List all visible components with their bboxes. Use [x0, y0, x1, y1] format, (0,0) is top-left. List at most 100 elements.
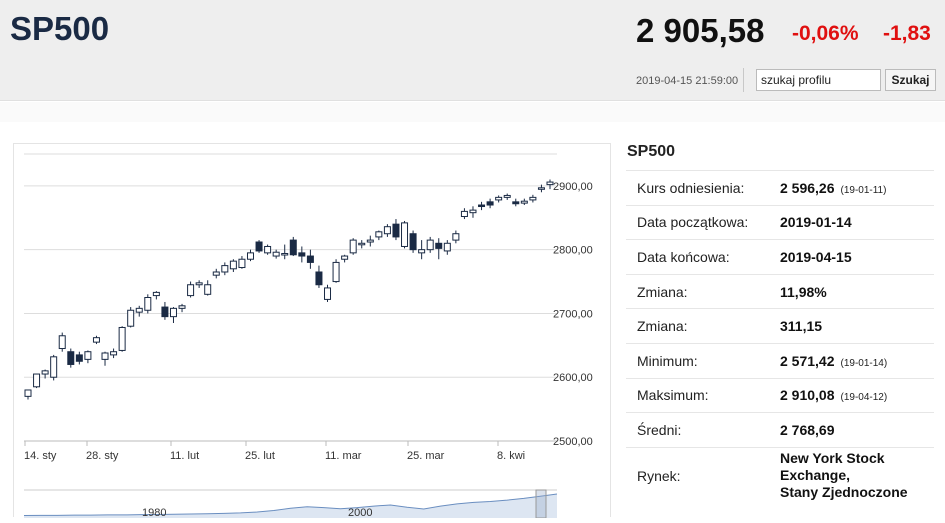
candle[interactable]: [118, 326, 126, 352]
stat-label: Zmiana:: [637, 283, 688, 300]
candle[interactable]: [161, 301, 169, 320]
candle[interactable]: [460, 208, 468, 220]
candle[interactable]: [238, 256, 246, 269]
stat-label: Zmiana:: [637, 318, 688, 335]
x-tick-label: 11. mar: [325, 450, 362, 462]
stat-label: Kurs odniesienia:: [637, 179, 745, 196]
panel-title: SP500: [627, 143, 676, 160]
x-tick-label: 25. lut: [245, 450, 275, 462]
candle[interactable]: [84, 350, 92, 364]
stat-label: Minimum:: [637, 352, 698, 369]
candle[interactable]: [392, 219, 400, 241]
price-chart[interactable]: 2900,00 2800,00 2700,00 2600,00 2500,00 14. …: [13, 143, 612, 519]
stat-value: 11,98%: [780, 284, 827, 300]
candle[interactable]: [375, 230, 383, 241]
candle[interactable]: [478, 201, 486, 211]
candle[interactable]: [195, 280, 203, 288]
candle[interactable]: [178, 303, 186, 313]
stat-row: Kurs odniesienia: 2 596,26 (19-01-11): [626, 170, 934, 205]
market-label: Rynek:: [637, 467, 681, 484]
candle[interactable]: [409, 230, 417, 253]
candle[interactable]: [204, 280, 212, 296]
y-tick-label: 2600,00: [553, 372, 593, 384]
candle[interactable]: [152, 291, 160, 300]
candlestick-chart[interactable]: 2900,00 2800,00 2700,00 2600,00 2500,00 14. …: [14, 144, 612, 519]
navigator-line: [23, 493, 558, 517]
quote-timestamp: 2019-04-15 21:59:00: [636, 75, 739, 87]
candle[interactable]: [33, 373, 41, 389]
candle[interactable]: [75, 351, 83, 365]
change-absolute: -1,83: [883, 22, 931, 45]
candle[interactable]: [135, 305, 143, 317]
candle[interactable]: [401, 220, 409, 249]
candle[interactable]: [324, 284, 332, 302]
stat-value-text: 311,15: [780, 318, 823, 335]
candle[interactable]: [221, 262, 229, 276]
candle[interactable]: [110, 348, 118, 359]
candle[interactable]: [315, 265, 323, 288]
x-tick-label: 25. mar: [407, 450, 445, 462]
stat-value-text: 2 910,08: [780, 387, 835, 404]
stat-row: Zmiana: 11,98%: [626, 273, 934, 309]
candle[interactable]: [169, 307, 177, 324]
stat-value: 2 596,26 (19-01-11): [780, 180, 886, 196]
candle[interactable]: [144, 294, 152, 314]
candle[interactable]: [246, 249, 254, 262]
stat-label: Maksimum:: [637, 387, 709, 404]
candle[interactable]: [418, 240, 426, 260]
candle[interactable]: [50, 354, 58, 381]
candle[interactable]: [41, 369, 49, 379]
x-tick-label: 28. sty: [86, 450, 119, 462]
candle[interactable]: [546, 179, 554, 190]
candle[interactable]: [426, 236, 434, 253]
candle[interactable]: [264, 244, 272, 255]
stat-label: Data początkowa:: [637, 214, 749, 231]
candle[interactable]: [349, 238, 357, 255]
candle[interactable]: [298, 246, 306, 263]
candle[interactable]: [486, 198, 494, 209]
candle[interactable]: [67, 348, 75, 368]
profile-search-input[interactable]: [756, 69, 881, 91]
search-button[interactable]: Szukaj: [885, 69, 936, 91]
candle[interactable]: [58, 332, 66, 352]
candle[interactable]: [503, 193, 511, 200]
stat-value: 2 910,08 (19-04-12): [780, 387, 887, 403]
x-tick-label: 8. kwi: [497, 450, 525, 462]
candle[interactable]: [341, 254, 349, 263]
candle[interactable]: [187, 281, 195, 298]
stat-value-text: 11,98%: [780, 283, 827, 300]
candle[interactable]: [101, 351, 109, 366]
candle[interactable]: [127, 307, 135, 328]
candle[interactable]: [332, 259, 340, 283]
candle[interactable]: [289, 236, 297, 257]
candle[interactable]: [520, 198, 528, 206]
candle[interactable]: [358, 240, 366, 249]
candle[interactable]: [512, 198, 520, 207]
candle[interactable]: [529, 194, 537, 203]
candle[interactable]: [443, 240, 451, 255]
quote-header: SP500 2 905,58 -0,06% -1,83 2019-04-15 2…: [0, 0, 945, 101]
candle[interactable]: [212, 268, 220, 279]
candle[interactable]: [537, 184, 545, 193]
candle[interactable]: [92, 335, 100, 345]
candle[interactable]: [229, 259, 237, 272]
candle[interactable]: [383, 224, 391, 237]
candle[interactable]: [24, 389, 32, 400]
stat-value-text: 2019-01-14: [780, 214, 852, 231]
candle[interactable]: [272, 249, 280, 259]
candle[interactable]: [495, 195, 503, 203]
candle[interactable]: [281, 244, 289, 260]
stat-value: 311,15: [780, 318, 822, 334]
stat-value-text: 2 571,42: [780, 352, 835, 369]
navigator-area: [24, 494, 557, 518]
stat-row: Minimum: 2 571,42 (19-01-14): [626, 342, 934, 378]
candle[interactable]: [306, 249, 314, 269]
stat-value: 2019-04-15: [780, 249, 852, 265]
candle[interactable]: [469, 206, 477, 218]
y-tick-label: 2500,00: [553, 436, 593, 448]
candle[interactable]: [452, 230, 460, 244]
candle[interactable]: [366, 235, 374, 247]
candle[interactable]: [255, 240, 263, 253]
navigator-handle[interactable]: [535, 489, 547, 519]
candle[interactable]: [435, 238, 443, 260]
